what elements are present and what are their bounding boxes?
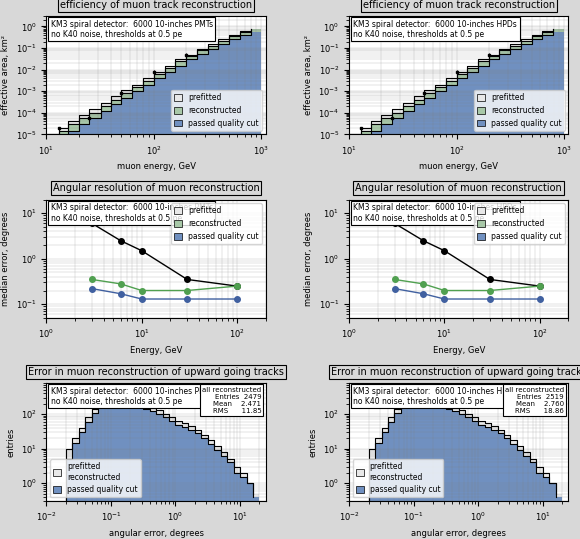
Text: all reconstructed
Entries  2479
Mean    2.471
RMS      11.85: all reconstructed Entries 2479 Mean 2.47… (202, 386, 262, 413)
Y-axis label: effective area, km²: effective area, km² (1, 36, 10, 115)
X-axis label: muon energy, GeV: muon energy, GeV (419, 162, 498, 171)
Text: KM3 spiral detector:  6000 10-inches HPDs
no K40 noise, thresholds at 0.5 pe: KM3 spiral detector: 6000 10-inches HPDs… (353, 386, 517, 406)
Title: Error in muon reconstruction of upward going tracks: Error in muon reconstruction of upward g… (28, 367, 284, 377)
Title: efficiency of muon track reconstruction: efficiency of muon track reconstruction (60, 0, 252, 10)
X-axis label: muon energy, GeV: muon energy, GeV (117, 162, 195, 171)
X-axis label: angular error, degrees: angular error, degrees (411, 529, 506, 538)
Legend: prefitted, reconstructed, passed quality cut: prefitted, reconstructed, passed quality… (172, 203, 262, 244)
X-axis label: angular error, degrees: angular error, degrees (108, 529, 204, 538)
Text: KM3 spiral detector:  6000 10-inches PMTs
no K40 noise, thresholds at 0.5 pe: KM3 spiral detector: 6000 10-inches PMTs… (51, 20, 213, 39)
Text: KM3 spiral detector:  6000 10-inches HPDs
no K40 noise, thresholds at 0.5 pe: KM3 spiral detector: 6000 10-inches HPDs… (353, 203, 517, 223)
Text: KM3 spiral detector:  6000 10-inches HPDs
no K40 noise, thresholds at 0.5 pe: KM3 spiral detector: 6000 10-inches HPDs… (353, 20, 517, 39)
Title: efficiency of muon track reconstruction: efficiency of muon track reconstruction (362, 0, 555, 10)
Title: Angular resolution of muon reconstruction: Angular resolution of muon reconstructio… (356, 183, 562, 193)
Y-axis label: median error, degrees: median error, degrees (304, 211, 313, 306)
Legend: prefitted, reconstructed, passed quality cut: prefitted, reconstructed, passed quality… (474, 90, 564, 130)
X-axis label: Energy, GeV: Energy, GeV (433, 345, 485, 355)
Text: KM3 spiral detector:  6000 10-inches PMTs
no K40 noise, thresholds at 0.5 pe: KM3 spiral detector: 6000 10-inches PMTs… (51, 203, 213, 223)
Title: Error in muon reconstruction of upward going tracks: Error in muon reconstruction of upward g… (331, 367, 580, 377)
Legend: prefitted
reconstructed, passed quality cut: prefitted reconstructed, passed quality … (50, 459, 141, 497)
Y-axis label: entries: entries (6, 427, 15, 457)
Text: all reconstructed
Entries  2519
Mean    2.760
RMS      18.86: all reconstructed Entries 2519 Mean 2.76… (505, 386, 564, 413)
X-axis label: Energy, GeV: Energy, GeV (130, 345, 182, 355)
Text: KM3 spiral detector:  6000 10-inches PMTs
no K40 noise, thresholds at 0.5 pe: KM3 spiral detector: 6000 10-inches PMTs… (51, 386, 213, 406)
Y-axis label: entries: entries (309, 427, 318, 457)
Y-axis label: median error, degrees: median error, degrees (1, 211, 10, 306)
Legend: prefitted, reconstructed, passed quality cut: prefitted, reconstructed, passed quality… (474, 203, 564, 244)
Y-axis label: effective area, km²: effective area, km² (304, 36, 313, 115)
Legend: prefitted, reconstructed, passed quality cut: prefitted, reconstructed, passed quality… (172, 90, 262, 130)
Legend: prefitted
reconstructed, passed quality cut: prefitted reconstructed, passed quality … (353, 459, 443, 497)
Title: Angular resolution of muon reconstruction: Angular resolution of muon reconstructio… (53, 183, 259, 193)
